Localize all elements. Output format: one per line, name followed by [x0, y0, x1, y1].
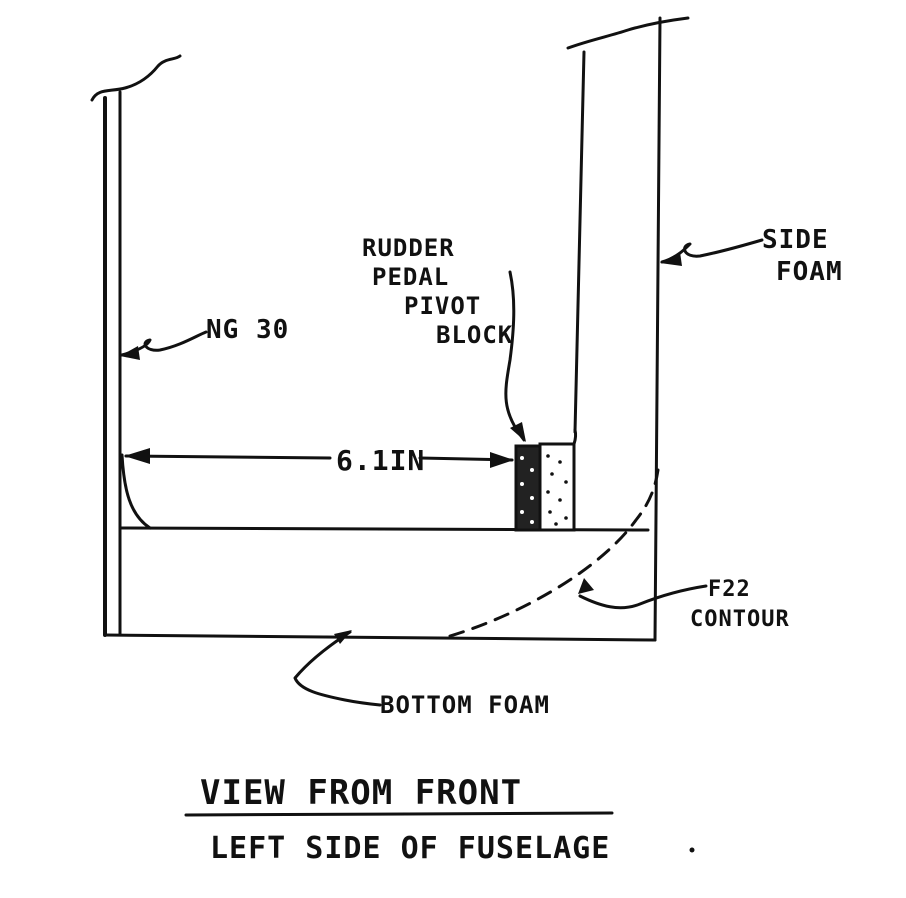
rudder-label-line3: PIVOT: [404, 292, 481, 320]
left-bulkhead: [90, 54, 182, 637]
rudder-label-line2: PEDAL: [372, 263, 449, 291]
title-underline: [184, 811, 614, 817]
dimension-line: [124, 448, 514, 468]
ng30-label: NG 30: [206, 315, 289, 345]
ng30-leader: [120, 330, 208, 360]
side-foam-leader: [660, 238, 764, 266]
bottom-foam-label: BOTTOM FOAM: [380, 691, 550, 719]
pivot-block: [514, 428, 578, 532]
f22-contour-curve: [448, 468, 660, 638]
subtitle-dot: [689, 847, 695, 853]
f22-label-line1: F22: [708, 577, 751, 602]
side-foam-label-line2: FOAM: [776, 257, 843, 287]
rudder-label-line1: RUDDER: [362, 234, 455, 262]
side-foam-label-line1: SIDE: [762, 225, 829, 255]
diagram-title: VIEW FROM FRONT: [200, 773, 522, 813]
pivot-block-leader: [504, 270, 526, 442]
f22-leader: [578, 578, 708, 610]
bottom-foam-leader: [293, 630, 382, 707]
rudder-label-line4: BLOCK: [436, 321, 513, 349]
dimension-label: 6.1IN: [336, 444, 425, 477]
diagram-subtitle: LEFT SIDE OF FUSELAGE: [210, 831, 610, 866]
f22-label-line2: CONTOUR: [690, 607, 790, 632]
side-foam-wall: [566, 16, 690, 642]
